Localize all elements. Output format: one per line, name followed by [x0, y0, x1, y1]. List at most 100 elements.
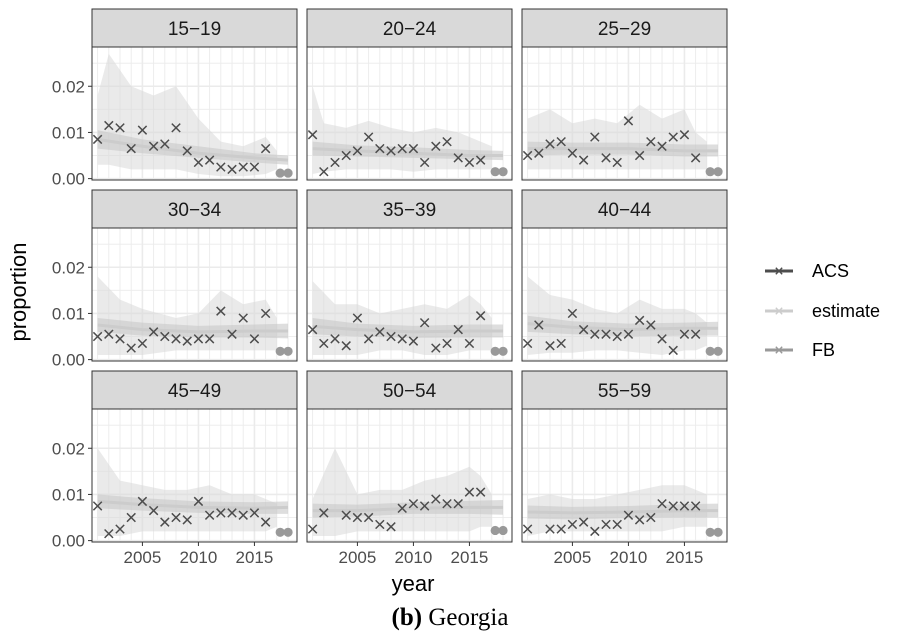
x-axis-label: year [392, 571, 435, 596]
y-tick-label: 0.02 [52, 439, 85, 458]
fb-point [283, 346, 293, 356]
fb-point [705, 527, 715, 537]
fb-point [275, 168, 285, 178]
acs-point [126, 143, 136, 154]
estimate-line [97, 499, 289, 510]
acs-point [690, 329, 701, 339]
acs-point [386, 522, 396, 532]
acs-point [397, 143, 407, 154]
acs-point [260, 517, 271, 527]
acs-point [464, 338, 475, 349]
acs-point [431, 494, 441, 504]
fb-point [275, 346, 285, 356]
acs-point [612, 157, 622, 168]
acs-point [419, 317, 430, 328]
acs-point [104, 528, 114, 539]
acs-point [204, 334, 215, 344]
facet-panel: 25−29 [521, 8, 728, 181]
acs-point [657, 498, 667, 509]
acs-point [182, 146, 192, 156]
acs-point [534, 320, 544, 330]
fb-point [490, 346, 500, 356]
acs-point [330, 157, 340, 168]
acs-point [260, 143, 271, 154]
acs-point [352, 512, 363, 523]
facet-strip [521, 370, 728, 410]
fb-point [713, 346, 723, 356]
fb-point [490, 525, 500, 536]
x-tick-label: 2015 [451, 548, 489, 567]
acs-point [341, 341, 351, 351]
acs-point [148, 505, 159, 516]
estimate-line [97, 323, 289, 334]
legend: ACS estimate FB [765, 261, 880, 360]
acs-point [238, 162, 248, 172]
x-tick-label: 2010 [395, 548, 433, 567]
y-tick-label: 0.02 [52, 77, 85, 96]
acs-point [363, 334, 374, 344]
facet-strip-label: 35−39 [383, 200, 436, 221]
acs-point [578, 155, 589, 165]
acs-point [126, 343, 136, 353]
acs-point [160, 331, 170, 342]
acs-point [204, 510, 215, 520]
facet-strip [521, 8, 728, 48]
figure-caption: (b) Georgia [0, 604, 900, 632]
facet-strip [521, 189, 728, 229]
fb-point [713, 527, 723, 537]
acs-point [227, 508, 237, 518]
acs-point [182, 336, 192, 346]
acs-point [92, 331, 103, 342]
acs-point [634, 315, 645, 326]
acs-point [612, 331, 622, 342]
acs-point [307, 130, 318, 140]
x-tick-label: 2010 [610, 548, 648, 567]
acs-point [386, 146, 396, 156]
acs-point [216, 162, 226, 172]
acs-point [567, 519, 578, 530]
facet-panel: 20−24 [306, 8, 513, 181]
y-tick-label: 0.00 [52, 170, 85, 189]
inner-uncertainty-band [527, 315, 719, 337]
facet-strip [306, 189, 513, 229]
facet-strip-label: 30−34 [168, 200, 222, 221]
acs-point [408, 336, 419, 346]
x-axis-label-text: year [392, 571, 435, 596]
caption-text: Georgia [428, 604, 509, 631]
acs-point [690, 501, 701, 511]
acs-point [556, 524, 566, 534]
acs-point [375, 143, 385, 154]
acs-point [578, 324, 589, 335]
acs-point [319, 338, 329, 349]
panel-border [521, 46, 728, 181]
acs-point [475, 155, 486, 165]
fb-point [490, 167, 500, 177]
facet-strip [91, 8, 298, 48]
fb-point [275, 527, 285, 537]
acs-point [690, 153, 701, 163]
acs-point [375, 519, 385, 530]
acs-point [307, 524, 318, 534]
acs-point [171, 334, 181, 344]
acs-point [330, 334, 340, 344]
acs-point [668, 345, 678, 356]
acs-point [453, 498, 463, 509]
x-tick-label: 2015 [666, 548, 704, 567]
acs-point [578, 517, 589, 527]
acs-point [193, 157, 204, 168]
acs-point [148, 327, 159, 337]
acs-point [238, 313, 248, 323]
acs-point [646, 136, 656, 147]
caption-letter: (b) [391, 604, 423, 631]
estimate-line [312, 324, 504, 334]
facet-panel: 45−49 [91, 370, 298, 543]
y-tick-label: 0.00 [52, 532, 85, 551]
acs-point [601, 329, 611, 339]
acs-point [431, 141, 441, 152]
acs-point [590, 132, 600, 142]
acs-point [623, 329, 634, 339]
acs-point [126, 512, 136, 523]
acs-point [193, 496, 204, 507]
facet-strip-label: 40−44 [598, 200, 652, 221]
